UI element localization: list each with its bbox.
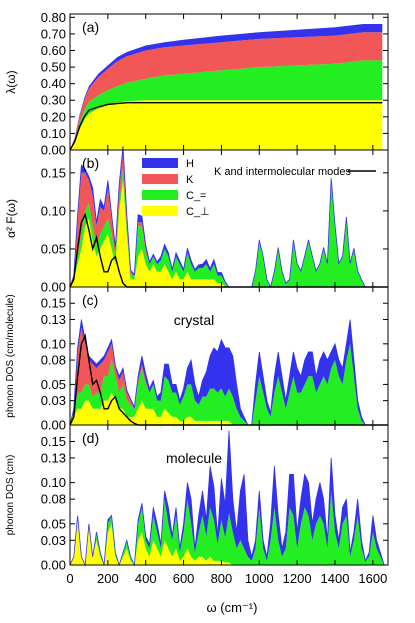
panel-a: 0.00 0.10 0.200.30 0.400.50 0.60 0.700.80 (a) λ…: [4, 10, 389, 158]
panel-d: 0.00 0.03 0.05 0.08 0.10 0.130.15 (d) molecule p…: [5, 424, 389, 573]
panel-c: 0.00 0.030.05 0.08 0.10 0.130.15 (c) crystal ph…: [5, 286, 389, 433]
x-tick-label: 400: [135, 571, 157, 586]
legend-line-label: K and intermolecular modes: [214, 166, 351, 178]
y-tick-label: 0.20: [41, 109, 66, 124]
legend-label: C_⊥: [186, 206, 210, 218]
x-tick-label: 200: [97, 571, 119, 586]
x-tick-label: 1400: [321, 571, 350, 586]
line-k-intermolecular: [69, 102, 383, 151]
y-tick-label: 0.13: [41, 450, 66, 465]
area-c-par: [70, 169, 388, 287]
y-tick-label: 0.60: [41, 43, 66, 58]
legend-label: C_=: [186, 190, 207, 202]
legend-swatch: [142, 206, 178, 216]
x-tick-label: 800: [211, 571, 233, 586]
line-k-intermolecular: [69, 212, 388, 288]
x-tick-label: 1000: [245, 571, 274, 586]
y-tick-label: 0.70: [41, 26, 66, 41]
panel-label: (d): [82, 430, 99, 446]
panel-label: (b): [82, 155, 99, 171]
panel-annotation: crystal: [174, 312, 214, 328]
y-tick-label: 0.05: [41, 377, 66, 392]
legend-label: K: [186, 174, 194, 186]
area-h: [70, 319, 388, 425]
x-tick-label: 1200: [283, 571, 312, 586]
y-tick-label: 0.08: [41, 353, 66, 368]
area-outline: [69, 430, 388, 567]
y-tick-label: 0.10: [41, 126, 66, 141]
y-tick-label: 0.80: [41, 10, 66, 25]
y-tick-label: 0.10: [41, 336, 66, 351]
y-axis-label: α² F(ω): [4, 199, 18, 238]
legend-swatch: [142, 174, 178, 184]
y-tick-label: 0.40: [41, 76, 66, 91]
x-tick-label: 600: [173, 571, 195, 586]
area-c-perp: [70, 180, 388, 287]
y-tick-label: 0.10: [41, 475, 66, 490]
y-tick-label: 0.00: [41, 143, 66, 158]
panel-label: (c): [82, 292, 98, 308]
panel-annotation: molecule: [166, 450, 222, 466]
area-c-perp: [70, 515, 388, 565]
area-c-perp: [70, 392, 388, 425]
area-outline: [69, 319, 388, 426]
plot-frame: [69, 424, 389, 566]
y-tick-label: 0.15: [41, 434, 66, 449]
y-tick-label: 0.13: [41, 312, 66, 327]
legend-label: H: [186, 158, 194, 170]
area-c-par: [70, 343, 388, 425]
y-axis-label: phonon DOS (cm): [5, 455, 16, 536]
legend-swatch: [142, 158, 178, 168]
y-tick-label: 0.15: [41, 165, 66, 180]
area-h: [70, 430, 388, 565]
panel-label: (a): [82, 19, 99, 35]
y-tick-label: 0.15: [41, 296, 66, 311]
y-tick-label: 0.03: [41, 533, 66, 548]
line-k-intermolecular: [69, 333, 388, 426]
legend: HK C_= C_⊥ K and intermolecular modes: [142, 158, 376, 218]
y-tick-label: 0.00: [41, 418, 66, 433]
area-k: [70, 32, 383, 151]
y-tick-label: 0.05: [41, 516, 66, 531]
legend-swatch: [142, 190, 178, 200]
x-tick-label: 1600: [358, 571, 387, 586]
y-axis-label: phonon DOS (cm/molecule): [5, 294, 16, 417]
y-tick-label: 0.08: [41, 492, 66, 507]
x-axis: 0 200 400 600 800 1000 1200 1400 1600: [66, 571, 387, 586]
y-tick-label: 0.03: [41, 393, 66, 408]
area-c-par: [70, 60, 383, 150]
y-axis-label: λ(ω): [4, 70, 18, 93]
x-tick-label: 0: [66, 571, 73, 586]
y-tick-label: 0.00: [41, 280, 66, 295]
y-tick-label: 0.30: [41, 93, 66, 108]
x-axis-label: ω (cm⁻¹): [207, 600, 258, 615]
area-c-par: [70, 490, 388, 565]
y-tick-label: 0.10: [41, 203, 66, 218]
y-tick-label: 0.50: [41, 60, 66, 75]
y-tick-label: 0.05: [41, 241, 66, 256]
y-tick-label: 0.00: [41, 558, 66, 573]
area-c-perp: [70, 100, 383, 150]
